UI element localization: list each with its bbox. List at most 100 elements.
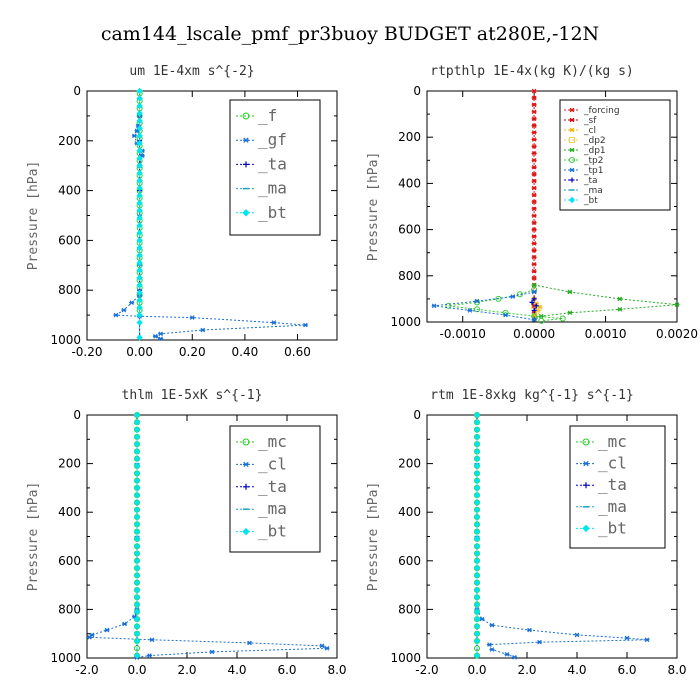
- data-point: [531, 227, 537, 232]
- data-point: [531, 241, 537, 246]
- data-point: [531, 109, 537, 115]
- y-tick-label: 0: [413, 408, 421, 422]
- legend-marker: [582, 524, 590, 533]
- data-point: [158, 331, 164, 337]
- data-point: [133, 491, 141, 499]
- y-axis-label: Pressure [hPa]: [366, 482, 381, 592]
- x-tick-label: 2.0: [517, 663, 536, 677]
- data-point: [531, 144, 537, 149]
- y-tick-label: 0: [73, 408, 81, 422]
- legend-marker: [243, 461, 249, 468]
- legend-marker: [243, 483, 249, 490]
- data-point: [531, 234, 537, 239]
- data-point: [136, 229, 143, 237]
- legend-marker: [243, 137, 249, 143]
- data-point: [133, 630, 141, 637]
- data-point: [531, 102, 537, 108]
- data-point: [531, 123, 537, 128]
- series-tp2: [445, 286, 566, 324]
- y-tick-label: 400: [398, 176, 421, 190]
- data-point: [473, 440, 481, 448]
- data-point: [510, 294, 516, 299]
- data-point: [531, 307, 537, 313]
- data-point: [136, 252, 143, 259]
- series-ta: [529, 296, 539, 313]
- data-point: [474, 299, 480, 306]
- legend-label: _ta: [258, 154, 287, 173]
- y-tick-label: 1000: [50, 651, 81, 665]
- data-point: [531, 158, 537, 163]
- data-point: [136, 162, 143, 169]
- data-point: [136, 155, 143, 162]
- series-line: [533, 284, 678, 321]
- panel-title: rtm 1E-8xkg kg^{-1} s^{-1}: [430, 388, 634, 403]
- data-point: [473, 484, 481, 492]
- data-point: [136, 222, 143, 229]
- data-point: [473, 455, 481, 462]
- data-point: [133, 601, 141, 608]
- y-tick-label: 600: [58, 233, 81, 247]
- data-point: [473, 543, 481, 550]
- data-point: [504, 652, 510, 657]
- data-point: [136, 289, 143, 296]
- data-point: [247, 640, 252, 646]
- series-tp1: [431, 289, 537, 322]
- data-point: [324, 645, 330, 651]
- legend-label: _ta: [258, 477, 287, 496]
- series-cl: [474, 607, 650, 660]
- legend-box: [559, 99, 671, 211]
- data-point: [474, 298, 480, 304]
- legend-marker: [243, 161, 249, 168]
- legend-label: _dp1: [583, 146, 606, 156]
- data-point: [136, 110, 143, 117]
- legend-label: _tp1: [583, 166, 603, 176]
- data-point: [473, 433, 481, 441]
- data-point: [531, 313, 538, 320]
- data-point: [531, 275, 537, 281]
- data-point: [431, 303, 437, 309]
- x-tick-label: 8.0: [327, 663, 346, 677]
- data-point: [503, 312, 509, 318]
- data-point: [473, 513, 481, 521]
- data-point: [473, 637, 481, 645]
- data-point: [489, 647, 495, 652]
- data-point: [531, 268, 537, 274]
- data-point: [133, 550, 141, 557]
- x-tick-label: 4.0: [567, 663, 586, 677]
- data-point: [136, 237, 143, 244]
- data-point: [479, 616, 485, 622]
- data-point: [147, 653, 152, 658]
- data-point: [529, 299, 535, 305]
- data-point: [516, 291, 523, 298]
- legend-marker: [569, 177, 575, 183]
- data-point: [533, 303, 539, 309]
- legend-label: _dp2: [583, 136, 606, 146]
- legend-label: _bt: [583, 196, 598, 206]
- data-point: [537, 639, 542, 645]
- legend: _f _gf _ta _ma _bt: [229, 99, 321, 236]
- data-point: [133, 440, 141, 448]
- data-point: [136, 259, 143, 267]
- y-tick-label: 600: [398, 223, 421, 237]
- legend-label: _mc: [258, 432, 287, 451]
- data-point: [473, 535, 481, 543]
- data-point: [495, 295, 502, 302]
- data-point: [473, 426, 481, 433]
- legend-label: _forcing: [583, 106, 620, 116]
- data-point: [624, 635, 630, 641]
- data-point: [473, 586, 481, 594]
- legend-marker: [242, 438, 250, 446]
- y-tick-label: 0: [413, 84, 421, 98]
- data-point: [136, 132, 143, 140]
- x-tick-label: 8.0: [667, 663, 686, 677]
- data-point: [473, 419, 481, 426]
- data-point: [473, 557, 481, 565]
- data-point: [567, 289, 573, 295]
- legend: _mc _cl _ta _ma _bt: [569, 425, 666, 549]
- legend-marker: [583, 482, 589, 489]
- data-point: [136, 207, 143, 214]
- legend-label: _ma: [258, 179, 287, 198]
- data-point: [473, 491, 481, 499]
- data-point: [512, 654, 517, 660]
- data-point: [473, 477, 481, 484]
